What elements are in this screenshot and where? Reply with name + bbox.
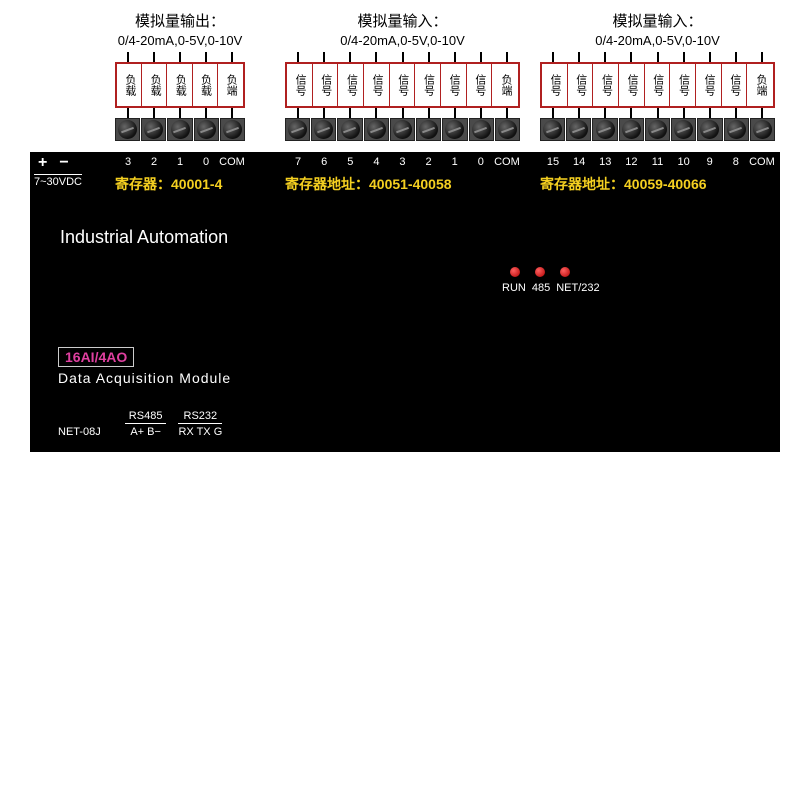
screw-terminal	[674, 120, 693, 139]
terminal-cell: 信号	[390, 64, 416, 106]
screw-terminal	[223, 120, 242, 139]
terminal-section-1: 模拟量输入：0/4-20mA,0-5V,0-10V信号信号信号信号信号信号信号信…	[285, 10, 520, 141]
terminal-cell: 信号	[467, 64, 493, 106]
terminal-cell: 负载	[193, 64, 218, 106]
terminal-cell: 负载	[117, 64, 142, 106]
screw-terminal	[727, 120, 746, 139]
terminal-frame: 信号信号信号信号信号信号信号信号负端	[285, 62, 520, 108]
screw-terminal	[648, 120, 667, 139]
screw-terminal	[118, 120, 137, 139]
screw-terminal	[622, 120, 641, 139]
pin-number-row: 15141312111098COM	[540, 156, 775, 168]
terminal-cell: 负端	[747, 64, 773, 106]
net-model-label: NET-08J	[58, 426, 101, 438]
led-labels: RUN485NET/232	[502, 282, 600, 294]
terminal-cell: 信号	[542, 64, 568, 106]
brand-label: Industrial Automation	[60, 227, 228, 248]
section-subtitle: 0/4-20mA,0-5V,0-10V	[285, 33, 520, 48]
terminal-cell: 信号	[593, 64, 619, 106]
model-badge: 16AI/4AO	[58, 347, 134, 367]
screw-terminal	[367, 120, 386, 139]
terminal-frame: 负载负载负载负载负端	[115, 62, 245, 108]
screw-strip	[115, 118, 245, 141]
screw-terminal	[700, 120, 719, 139]
status-led	[535, 267, 545, 277]
power-voltage-label: 7~30VDC	[34, 174, 82, 188]
status-led	[560, 267, 570, 277]
device-panel: +− 7~30VDC 3210COM 寄存器：40001-4 76543210COM 寄存…	[30, 152, 780, 452]
terminal-cell: 信号	[645, 64, 671, 106]
terminal-cell: 负端	[492, 64, 518, 106]
terminal-cell: 负端	[218, 64, 243, 106]
pin-number-row: 76543210COM	[285, 156, 520, 168]
terminal-cell: 信号	[364, 64, 390, 106]
screw-terminal	[472, 120, 491, 139]
section-subtitle: 0/4-20mA,0-5V,0-10V	[540, 33, 775, 48]
status-led	[510, 267, 520, 277]
terminal-cell: 负载	[142, 64, 167, 106]
terminal-cell: 负载	[167, 64, 192, 106]
screw-strip	[285, 118, 520, 141]
screw-terminal	[197, 120, 216, 139]
terminal-section-2: 模拟量输入：0/4-20mA,0-5V,0-10V信号信号信号信号信号信号信号信…	[540, 10, 775, 141]
terminal-cell: 信号	[722, 64, 748, 106]
terminal-cell: 信号	[313, 64, 339, 106]
register-address-label: 寄存器地址：40059-40066	[540, 174, 707, 194]
screw-terminal	[171, 120, 190, 139]
pin-number-row: 3210COM	[115, 156, 245, 168]
screw-strip	[540, 118, 775, 141]
screw-terminal	[341, 120, 360, 139]
screw-terminal	[498, 120, 517, 139]
screw-terminal	[753, 120, 772, 139]
screw-terminal	[314, 120, 333, 139]
status-led-row	[510, 267, 570, 277]
screw-terminal	[596, 120, 615, 139]
terminal-cell: 信号	[619, 64, 645, 106]
terminal-frame: 信号信号信号信号信号信号信号信号负端	[540, 62, 775, 108]
screw-terminal	[419, 120, 438, 139]
register-address-label: 寄存器地址：40051-40058	[285, 174, 452, 194]
terminal-cell: 信号	[670, 64, 696, 106]
terminal-cell: 信号	[568, 64, 594, 106]
screw-terminal	[393, 120, 412, 139]
terminal-section-0: 模拟量输出：0/4-20mA,0-5V,0-10V负载负载负载负载负端	[115, 10, 245, 141]
terminal-cell: 信号	[287, 64, 313, 106]
comm-port-labels: NET-08JRS485A+ B−RS232RX TX G	[58, 410, 228, 438]
module-name: Data Acquisition Module	[58, 370, 231, 386]
screw-terminal	[543, 120, 562, 139]
terminal-cell: 信号	[338, 64, 364, 106]
terminal-cell: 信号	[441, 64, 467, 106]
section-subtitle: 0/4-20mA,0-5V,0-10V	[115, 33, 245, 48]
terminal-cell: 信号	[696, 64, 722, 106]
power-polarity: +−	[38, 154, 69, 172]
section-title: 模拟量输出：	[115, 10, 245, 31]
section-title: 模拟量输入：	[285, 10, 520, 31]
section-title: 模拟量输入：	[540, 10, 775, 31]
screw-terminal	[288, 120, 307, 139]
terminal-cell: 信号	[415, 64, 441, 106]
register-address-label: 寄存器：40001-4	[115, 174, 222, 194]
screw-terminal	[569, 120, 588, 139]
screw-terminal	[144, 120, 163, 139]
screw-terminal	[445, 120, 464, 139]
